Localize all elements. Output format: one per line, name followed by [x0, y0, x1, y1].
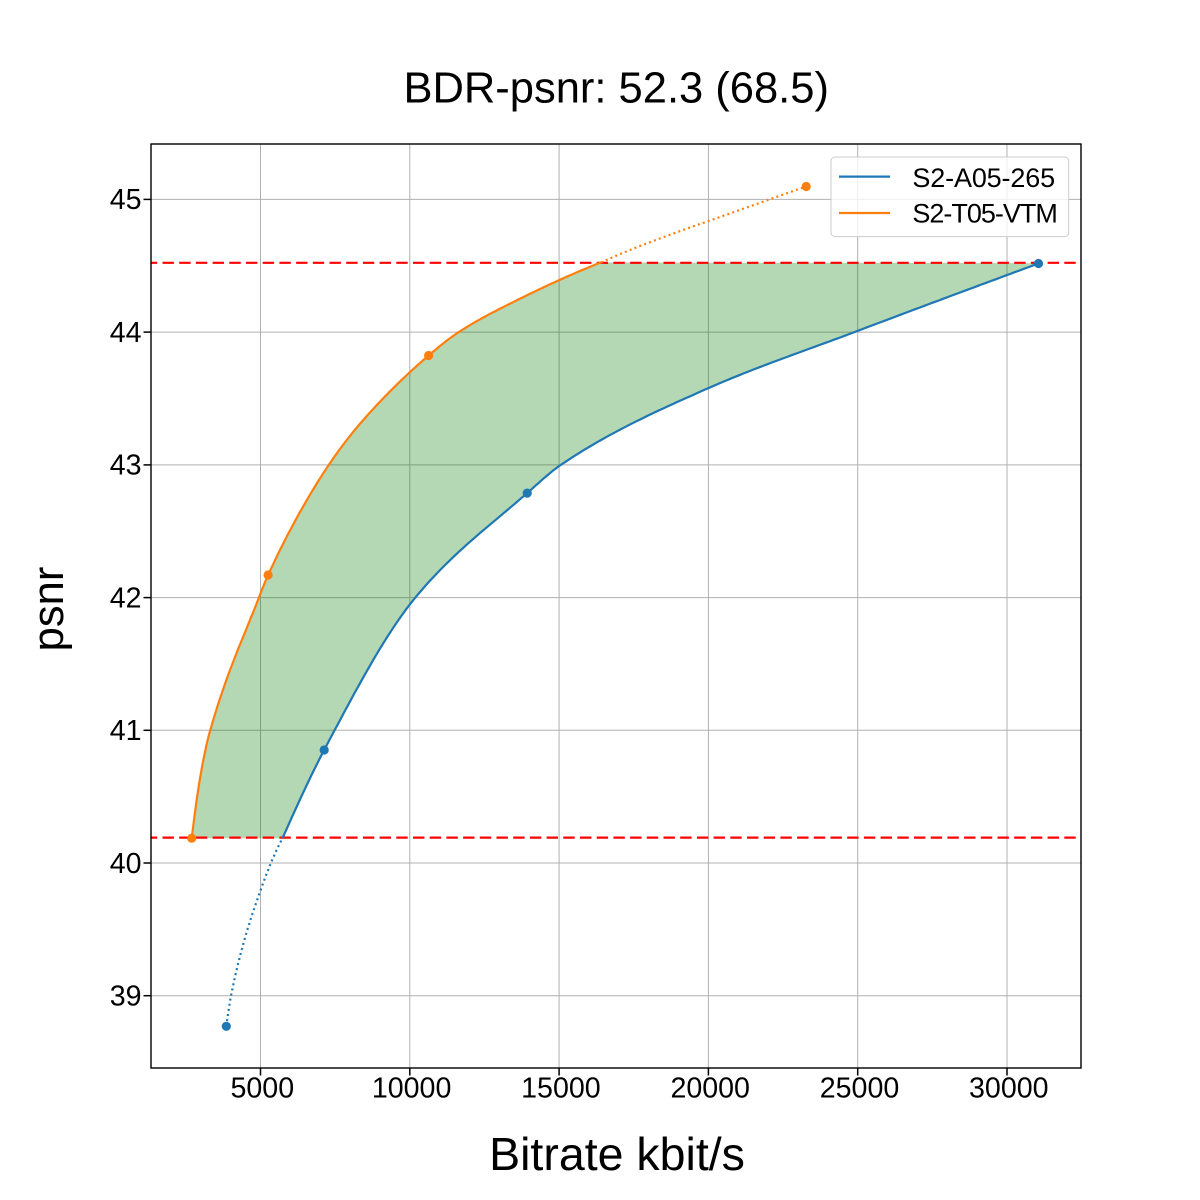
- svg-text:Bitrate kbit/s: Bitrate kbit/s: [489, 1128, 745, 1180]
- svg-text:41: 41: [110, 715, 142, 747]
- svg-text:30000: 30000: [969, 1073, 1049, 1105]
- svg-text:5000: 5000: [230, 1073, 294, 1105]
- svg-text:40: 40: [110, 848, 142, 880]
- svg-text:20000: 20000: [670, 1073, 750, 1105]
- svg-text:25000: 25000: [820, 1073, 900, 1105]
- svg-text:44: 44: [110, 317, 142, 349]
- svg-text:S2-T05-VTM: S2-T05-VTM: [912, 199, 1057, 229]
- svg-text:43: 43: [110, 450, 142, 482]
- svg-text:BDR-psnr: 52.3 (68.5): BDR-psnr: 52.3 (68.5): [403, 65, 829, 113]
- svg-text:42: 42: [110, 582, 142, 614]
- svg-text:10000: 10000: [372, 1073, 452, 1105]
- svg-text:15000: 15000: [521, 1073, 601, 1105]
- svg-text:psnr: psnr: [25, 567, 73, 652]
- svg-text:39: 39: [110, 981, 142, 1013]
- svg-text:45: 45: [110, 184, 142, 216]
- svg-text:S2-A05-265: S2-A05-265: [912, 163, 1055, 193]
